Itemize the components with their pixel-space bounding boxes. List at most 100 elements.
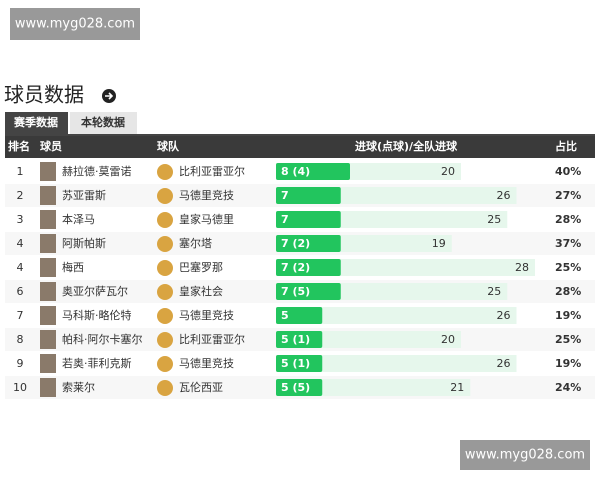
player-photo [40, 354, 56, 373]
team-goals-label: 26 [497, 309, 511, 322]
share: 19% [555, 309, 581, 322]
player-photo [40, 378, 56, 397]
team-name: 比利亚雷亚尔 [179, 165, 245, 178]
goals-bar [276, 259, 341, 276]
team-logo [157, 332, 173, 348]
team-logo [157, 236, 173, 252]
column-header: 占比 [555, 139, 577, 153]
team-goals-label: 21 [450, 381, 464, 394]
goals-bar [276, 331, 323, 348]
share: 25% [555, 333, 581, 346]
player-name: 本泽马 [62, 212, 95, 226]
team-goals-bar [276, 355, 517, 372]
goals-bar [276, 187, 341, 204]
team-goals-label: 25 [487, 285, 501, 298]
player-photo [40, 162, 56, 181]
team-goals-bar [276, 307, 517, 324]
share: 28% [555, 213, 581, 226]
goals-label: 5 [281, 309, 289, 322]
player-photo [40, 306, 56, 325]
column-header: 进球(点球)/全队进球 [355, 139, 458, 153]
team-goals-label: 19 [432, 237, 446, 250]
tab-active[interactable] [5, 112, 68, 134]
column-header: 球员 [40, 139, 62, 153]
goals-label: 7 (2) [281, 261, 310, 274]
rank: 6 [17, 285, 24, 298]
team-name: 巴塞罗那 [179, 260, 223, 274]
player-photo [40, 282, 56, 301]
team-name: 马德里竞技 [179, 356, 234, 370]
share: 27% [555, 189, 581, 202]
goals-bar [276, 235, 341, 252]
arrow [105, 92, 114, 100]
tab-label[interactable]: 本轮数据 [81, 115, 125, 129]
tab-label[interactable]: 赛季数据 [13, 115, 58, 129]
team-goals-label: 26 [497, 189, 511, 202]
team-logo [157, 164, 173, 180]
team-name: 马德里竞技 [179, 308, 234, 322]
watermark-box [460, 440, 590, 470]
goals-bar [276, 163, 350, 180]
player-photo [40, 258, 56, 277]
team-logo [157, 188, 173, 204]
goals-label: 7 [281, 213, 289, 226]
share: 24% [555, 381, 581, 394]
player-photo [40, 330, 56, 349]
team-name: 皇家马德里 [179, 212, 234, 226]
rank: 9 [17, 357, 24, 370]
column-header: 球队 [157, 139, 180, 153]
team-name: 瓦伦西亚 [179, 380, 223, 394]
tab[interactable] [70, 112, 137, 134]
rank: 8 [17, 333, 24, 346]
watermark-box [10, 8, 140, 40]
player-name: 马科斯·略伦特 [62, 308, 132, 322]
goals-label: 8 (4) [281, 165, 310, 178]
goals-label: 7 [281, 189, 289, 202]
team-name: 皇家社会 [179, 284, 223, 298]
goals-label: 7 (5) [281, 285, 310, 298]
goals-bar [276, 355, 323, 372]
player-name: 梅西 [62, 260, 84, 274]
watermark: www.myg028.com [15, 17, 135, 32]
share: 19% [555, 357, 581, 370]
team-name: 塞尔塔 [179, 236, 212, 250]
watermark: www.myg028.com [465, 448, 585, 463]
team-name: 比利亚雷亚尔 [179, 333, 245, 346]
goals-label: 5 (1) [281, 333, 310, 346]
player-name: 奥亚尔萨瓦尔 [62, 284, 128, 298]
goals-label: 5 (5) [281, 381, 310, 394]
player-name: 索莱尔 [62, 380, 95, 394]
player-photo [40, 186, 56, 205]
team-logo [157, 260, 173, 276]
team-goals-label: 25 [487, 213, 501, 226]
rank: 1 [17, 165, 24, 178]
goals-bar [276, 307, 323, 324]
rank: 2 [17, 189, 24, 202]
player-name: 苏亚雷斯 [62, 189, 106, 202]
player-name: 帕科·阿尔卡塞尔 [62, 332, 143, 346]
table-header [5, 136, 595, 158]
team-logo [157, 308, 173, 324]
player-name: 阿斯帕斯 [62, 236, 106, 250]
column-header: 排名 [8, 139, 30, 153]
share: 40% [555, 165, 581, 178]
goals-label: 7 (2) [281, 237, 310, 250]
tab-underline [5, 134, 595, 136]
team-goals-bar [276, 379, 471, 396]
share: 25% [555, 261, 581, 274]
rank: 10 [13, 381, 27, 394]
rank: 4 [17, 237, 24, 250]
team-logo [157, 356, 173, 372]
team-goals-label: 28 [515, 261, 529, 274]
player-name: 赫拉德·莫雷诺 [62, 164, 132, 178]
team-logo [157, 380, 173, 396]
team-logo [157, 284, 173, 300]
player-name: 若奥·菲利克斯 [62, 356, 132, 370]
goals-label: 5 (1) [281, 357, 310, 370]
player-photo [40, 234, 56, 253]
rank: 7 [17, 309, 24, 322]
title: 球员数据 [4, 83, 84, 107]
share: 37% [555, 237, 581, 250]
team-goals-label: 26 [497, 357, 511, 370]
